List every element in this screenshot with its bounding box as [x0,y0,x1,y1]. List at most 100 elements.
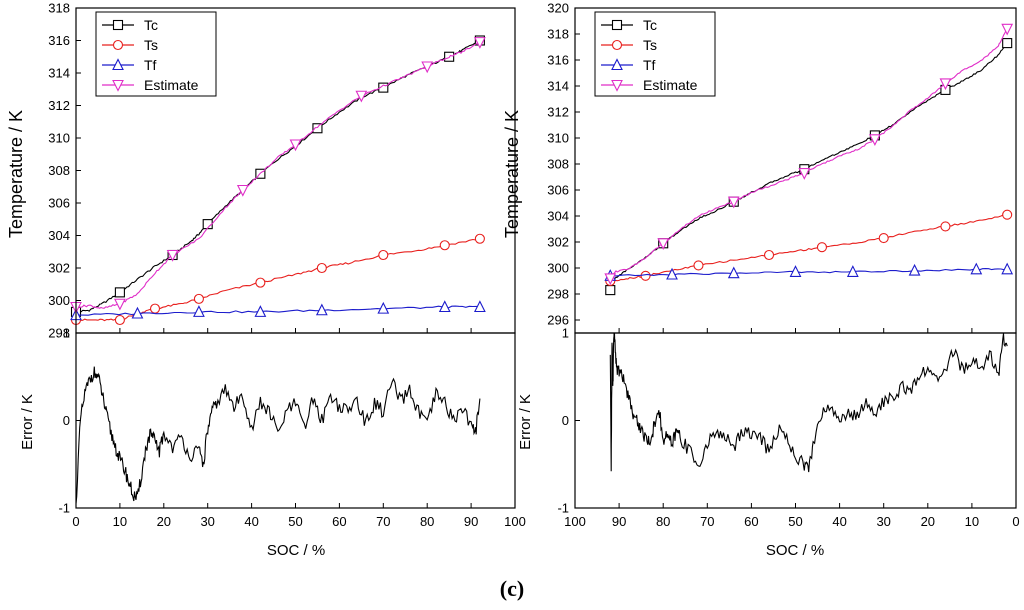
y-tick-label: 316 [48,33,70,48]
x-tick-label: 90 [464,514,478,529]
x-tick-label: 70 [700,514,714,529]
y-tick-label: 304 [48,228,70,243]
marker-ts [878,233,889,244]
x-tick-label: 60 [332,514,346,529]
y-tick-label: 304 [547,209,569,224]
series-line-ts [610,214,1008,282]
marker-estimate [798,168,811,180]
x-tick-label: 40 [244,514,258,529]
legend-marker-tc [112,19,124,31]
marker-ts [940,221,951,232]
series-line-tf [610,268,1008,277]
marker-ts [378,249,389,261]
y-tick-label: 312 [547,105,569,120]
y-tick-label: 302 [547,235,569,250]
marker-estimate [727,196,740,209]
marker-tf [908,263,921,276]
right-bottom-ylabel: Error / K [517,394,534,450]
marker-tf [666,267,678,280]
x-tick-label: 90 [612,514,626,529]
left-bottom-ylabel: Error / K [19,394,36,450]
x-tick-label: 50 [788,514,802,529]
marker-tf [131,306,144,319]
marker-estimate [166,249,179,262]
marker-estimate [939,78,952,91]
x-tick-label: 80 [656,514,670,529]
marker-estimate [236,184,249,197]
left-top-ylabel: Temperature / K [6,110,26,238]
legend-label-tc: Tc [643,17,657,33]
marker-tf [254,305,267,317]
y-tick-label: 318 [547,27,569,42]
left-legend: Tc Ts Tf Estimate [95,11,217,97]
y-tick-label: 296 [547,313,569,328]
marker-tf [438,300,451,313]
marker-ts [640,270,651,281]
marker-ts [114,314,125,326]
x-tick-label: 10 [113,514,127,529]
y-tick-label: 314 [547,79,569,94]
marker-tf [970,262,983,275]
left-temperature-panel: 298 300 302 304 306 308 310 312 314 316 318 Tc Ts Tf… [6,1,516,341]
marker-tf [727,266,740,279]
series-line-ts [76,238,481,322]
y-tick-label: 306 [547,183,569,198]
y-tick-label: 298 [547,287,569,302]
marker-ts [316,262,327,274]
plot-frame [75,332,516,509]
marker-tc [114,287,125,298]
x-tick-label: 70 [376,514,390,529]
x-tick-label: 30 [200,514,214,529]
legend-marker-estimate [611,79,623,92]
marker-estimate [868,134,881,147]
marker-ts [149,303,161,314]
marker-estimate [421,61,434,74]
x-tick-label: 0 [1012,514,1019,529]
legend-marker-ts [611,39,623,51]
legend-marker-estimate [112,79,124,92]
y-tick-label: 1 [562,326,569,341]
marker-ts [439,240,450,251]
series-line-error [76,366,481,504]
y-tick-label: 312 [48,98,70,113]
left-xlabel: SOC / % [267,542,325,559]
marker-tc [378,82,389,93]
right-top-ylabel: Temperature / K [502,110,522,238]
marker-ts [255,277,266,288]
marker-estimate [289,139,302,152]
marker-estimate [114,298,126,311]
legend-marker-tc [611,19,623,31]
right-legend: Tc Ts Tf Estimate [594,11,716,97]
x-tick-label: 100 [564,514,586,529]
legend-label-ts: Ts [643,37,657,53]
x-tick-label: 20 [157,514,171,529]
legend-label-estimate: Estimate [643,77,698,93]
y-tick-label: 298 [48,326,70,341]
marker-tc [312,123,323,134]
marker-ts [763,249,775,261]
legend-marker-tf [611,58,623,71]
legend-marker-ts [112,39,124,51]
x-tick-label: 80 [420,514,434,529]
marker-tf [1001,262,1014,275]
y-tick-label: -1 [58,501,70,516]
marker-tf [193,305,205,317]
marker-estimate [604,273,617,286]
marker-estimate [473,37,486,49]
y-tick-label: 306 [48,196,70,211]
marker-estimate [1001,23,1014,36]
right-temperature-panel: 296298300302304306308310312314316318320 … [502,1,1017,334]
marker-ts [816,242,828,253]
marker-tf [473,300,486,313]
marker-tf [377,301,390,314]
y-tick-label: -1 [557,501,569,516]
y-tick-label: 308 [547,157,569,172]
marker-ts [693,260,704,271]
series-line-error [609,333,1008,473]
legend-label-tc: Tc [144,17,158,33]
y-tick-label: 314 [48,66,70,81]
y-tick-label: 310 [547,131,569,146]
x-tick-label: 30 [876,514,890,529]
